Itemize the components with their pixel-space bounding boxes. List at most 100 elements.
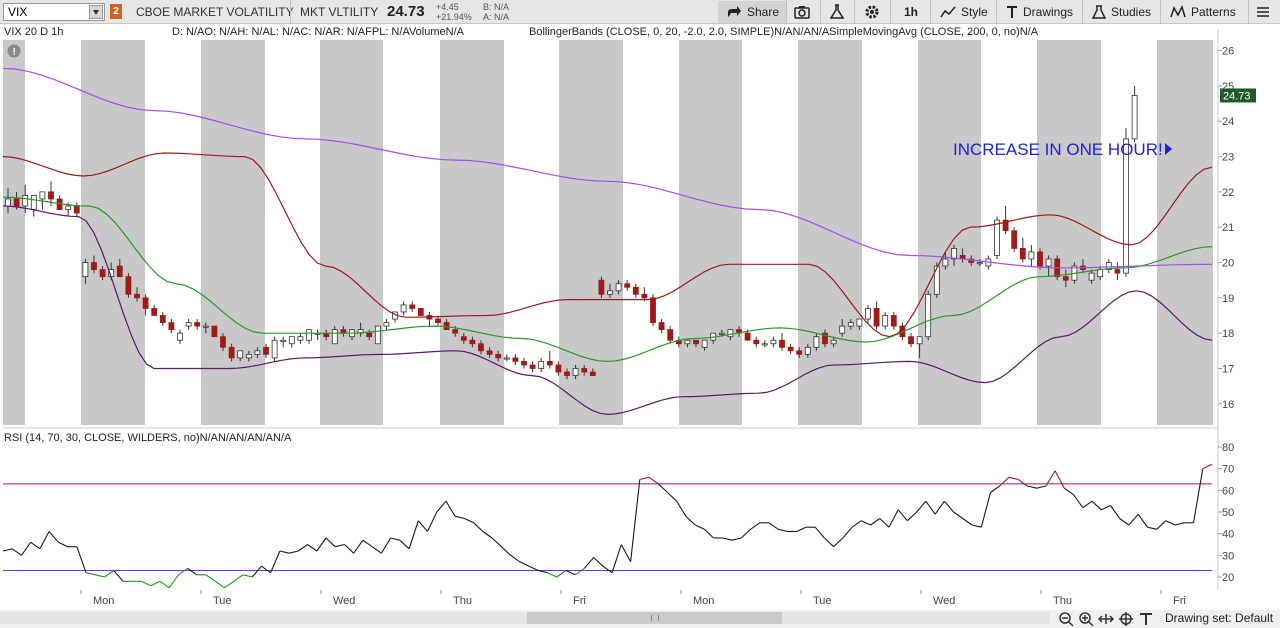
candle-body (400, 304, 407, 313)
session-shade (798, 40, 862, 425)
rsi-line-segment (1156, 520, 1167, 530)
studies-button[interactable]: Studies (1092, 1, 1151, 23)
session-shade (1037, 40, 1101, 425)
candle-body (882, 315, 889, 327)
bollinger-lower-line (2, 205, 1213, 416)
candle-body (1105, 262, 1112, 270)
time-tick-label: Fri (573, 595, 586, 607)
candle-body (667, 329, 674, 341)
camera-icon (794, 6, 810, 19)
text-t-icon[interactable] (1138, 611, 1154, 627)
rsi-line-segment (205, 574, 216, 582)
rsi-line-segment (547, 572, 557, 578)
rsi-series (2, 463, 1213, 589)
time-axis: Mon Tue Wed Thu Fri Mon Tue Wed Thu Fri (80, 590, 1186, 607)
horizontal-scrollbar[interactable] (0, 612, 1050, 624)
candle-body (486, 350, 493, 355)
ohlc-readout: D: N/AO: N/AH: N/AL: N/AC: N/AR: N/AFPL:… (172, 26, 464, 38)
candle-body (589, 371, 596, 376)
study-overlays (2, 67, 1213, 416)
scrollbar-thumb[interactable] (527, 612, 782, 624)
time-tick-label: Fri (1173, 595, 1186, 607)
last-price: 24.73 (387, 3, 425, 20)
rsi-line-segment (1017, 479, 1028, 487)
rsi-line-segment (694, 524, 705, 530)
last-price-marker (1220, 88, 1256, 103)
candle-body (39, 191, 46, 200)
candle-body (933, 265, 940, 295)
candle-body (718, 332, 725, 335)
menu-button[interactable] (1256, 1, 1270, 23)
price-tick-label: 17 (1222, 363, 1234, 375)
symbol-input[interactable]: VIX (3, 3, 105, 21)
candle-body (30, 195, 37, 210)
drawing-set-label[interactable]: Drawing set: Default (1165, 611, 1274, 625)
session-shade (559, 40, 623, 425)
style-button[interactable]: Style (940, 1, 988, 23)
share-button[interactable]: Share (718, 1, 788, 23)
net-change: +4.45 (436, 2, 459, 12)
rsi-line-segment (556, 570, 567, 578)
lab-button[interactable] (830, 1, 844, 23)
candle-body (374, 325, 381, 345)
candle-body (1088, 272, 1095, 281)
timeframe-button[interactable]: 1h (904, 1, 918, 23)
rsi-line-segment (325, 537, 336, 548)
timeframe-label: 1h (904, 5, 919, 19)
candle-body (469, 339, 476, 345)
symbol-dropdown-icon[interactable] (89, 5, 103, 19)
rsi-line-segment (630, 479, 641, 562)
rsi-line-segment (1128, 513, 1139, 526)
candle-body (607, 290, 613, 295)
rsi-tick-label: 60 (1222, 485, 1234, 497)
rsi-line-segment (934, 500, 945, 515)
candle-body (297, 336, 304, 341)
zoom-out-icon[interactable] (1058, 611, 1074, 627)
zoom-in-icon[interactable] (1078, 611, 1094, 627)
candle-body (994, 219, 1000, 256)
candle-body (856, 318, 863, 327)
chart-title: VIX 20 D 1h (4, 26, 64, 38)
candle-body (409, 304, 416, 309)
snapshot-button[interactable] (794, 1, 810, 23)
candle-body (142, 297, 149, 309)
rsi-line-segment (796, 526, 807, 532)
price-tick-label: 20 (1222, 258, 1234, 270)
toolbar-divider (890, 0, 891, 24)
rsi-tick-label: 20 (1222, 572, 1234, 584)
rsi-title: RSI (14, 70, 30, CLOSE, WILDERS, no)N/AN… (4, 432, 292, 444)
rsi-line-segment (704, 528, 714, 539)
candle-body (177, 332, 183, 341)
rsi-line-segment (1036, 485, 1047, 489)
candle-body (1019, 247, 1026, 260)
rsi-line-segment (501, 546, 511, 556)
candle-body (194, 322, 201, 327)
candle-body (632, 286, 639, 295)
rsi-line-segment (1119, 518, 1130, 526)
toolbar-divider (1082, 0, 1083, 24)
drawings-button[interactable]: Drawings (1006, 1, 1073, 23)
fit-arrows-icon[interactable] (1098, 611, 1114, 627)
candle-body (288, 336, 295, 345)
rsi-line-segment (528, 565, 539, 571)
candle-body (48, 191, 54, 200)
rsi-line-segment (639, 476, 650, 481)
candle-body (460, 336, 467, 341)
patterns-button[interactable]: Patterns (1170, 1, 1236, 23)
crosshair-icon[interactable] (1118, 611, 1134, 627)
toolbar-divider (1160, 0, 1161, 24)
link-group-badge[interactable]: 2 (110, 4, 122, 19)
session-shade (679, 40, 742, 425)
settings-button[interactable] (864, 1, 880, 23)
rsi-line-segment (925, 500, 936, 515)
candle-body (813, 336, 820, 348)
time-tick-label: Thu (1053, 595, 1072, 607)
rsi-line-segment (344, 544, 355, 554)
candle-body (435, 318, 441, 323)
candle-body (830, 339, 837, 345)
rsi-line-segment (953, 511, 964, 519)
candle-body (1123, 138, 1129, 274)
candle-body (770, 339, 777, 345)
rsi-line-segment (1192, 468, 1204, 523)
